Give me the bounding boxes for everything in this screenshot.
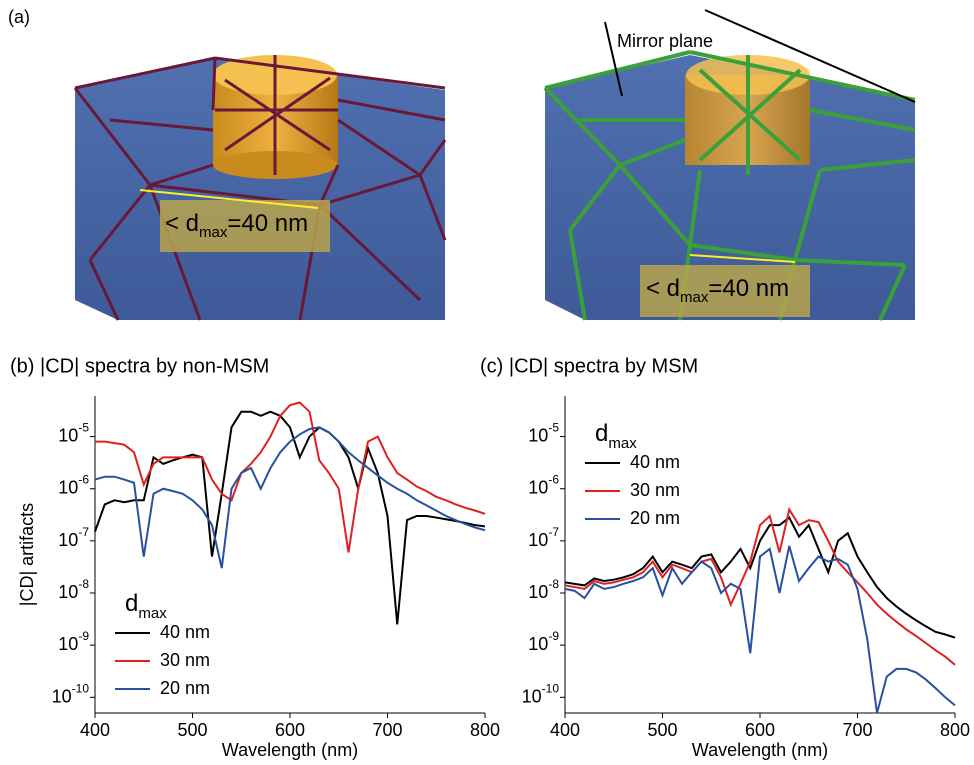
annotation-suffix: =40 nm — [227, 210, 308, 237]
y-tick-base: 10 — [58, 477, 78, 497]
x-tick-label: 500 — [647, 720, 677, 740]
legend-title-sub: max — [138, 605, 167, 622]
x-tick-label: 800 — [470, 720, 500, 740]
y-tick-label: 10-7 — [58, 525, 89, 550]
x-tick-label: 700 — [372, 720, 402, 740]
y-tick-exponent: -5 — [78, 421, 89, 435]
y-tick-label: 10-6 — [58, 473, 89, 498]
y-tick-base: 10 — [528, 582, 548, 602]
y-tick-base: 10 — [528, 530, 548, 550]
slab — [75, 58, 445, 320]
annotation-subscript: max — [199, 224, 228, 241]
y-tick-base: 10 — [58, 425, 78, 445]
mesh — [73, 55, 447, 321]
y-tick-base: 10 — [528, 634, 548, 654]
y-tick-label: 10-8 — [528, 577, 559, 602]
legend-label: 40 nm — [160, 622, 210, 642]
annotation-box — [640, 265, 810, 317]
x-axis-label: Wavelength (nm) — [222, 740, 358, 760]
series-line — [94, 410, 486, 625]
x-axis-label: Wavelength (nm) — [692, 740, 828, 760]
annotation: < dmax=40 nm — [646, 275, 789, 306]
legend-label: 20 nm — [630, 508, 680, 528]
series-line — [95, 401, 486, 553]
y-tick-exponent: -8 — [548, 577, 559, 591]
mirror-plane-label: Mirror plane — [617, 31, 713, 51]
series-line — [94, 426, 486, 569]
legend-title-main: d — [595, 420, 608, 447]
panel-label: (a) — [8, 7, 30, 27]
arrow — [139, 189, 319, 209]
y-tick-exponent: -9 — [78, 629, 89, 643]
legend-title-sub: max — [608, 435, 637, 452]
x-tick-label: 700 — [842, 720, 872, 740]
annotation-prefix: < d — [165, 210, 199, 237]
y-tick-label: 10-9 — [528, 629, 559, 654]
y-tick-label: 10-5 — [58, 421, 89, 446]
annotation-box — [160, 200, 330, 252]
y-tick-exponent: -7 — [78, 525, 89, 539]
y-tick-label: 10-7 — [528, 525, 559, 550]
annotation-subscript: max — [680, 289, 709, 306]
mesh — [543, 50, 916, 321]
y-tick-label: 10-6 — [528, 473, 559, 498]
y-tick-exponent: -10 — [542, 681, 560, 695]
y-tick-base: 10 — [58, 634, 78, 654]
legend-label: 30 nm — [160, 650, 210, 670]
x-tick-label: 400 — [550, 720, 580, 740]
annotation-suffix: =40 nm — [708, 275, 789, 302]
x-tick-label: 600 — [275, 720, 305, 740]
y-tick-exponent: -6 — [78, 473, 89, 487]
y-tick-base: 10 — [58, 530, 78, 550]
mirror-line — [604, 21, 623, 97]
right-render: Mirror plane < dmax=40 nm — [543, 9, 916, 321]
x-tick-label: 800 — [940, 720, 970, 740]
y-tick-exponent: -7 — [548, 525, 559, 539]
y-tick-exponent: -6 — [548, 473, 559, 487]
y-tick-base: 10 — [528, 477, 548, 497]
y-axis-label: |CD| artifacts — [17, 503, 37, 606]
annotation: < dmax=40 nm — [165, 210, 308, 241]
y-tick-base: 10 — [58, 582, 78, 602]
series-line — [564, 506, 956, 666]
series-line — [564, 545, 956, 714]
left-render: < dmax=40 nm — [73, 55, 447, 321]
y-tick-exponent: -9 — [548, 629, 559, 643]
y-tick-label: 10-9 — [58, 629, 89, 654]
annotation-prefix: < d — [646, 275, 680, 302]
y-tick-label: 10-10 — [522, 681, 560, 706]
y-tick-exponent: -8 — [78, 577, 89, 591]
legend-label: 30 nm — [630, 480, 680, 500]
arrow — [689, 254, 796, 263]
y-tick-exponent: -10 — [72, 681, 90, 695]
y-tick-base: 10 — [528, 425, 548, 445]
legend-title: dmax — [595, 420, 637, 452]
chart-title: (b) |CD| spectra by non-MSM — [10, 355, 269, 377]
x-tick-label: 600 — [745, 720, 775, 740]
legend-label: 40 nm — [630, 452, 680, 472]
series-line — [564, 516, 956, 639]
chart-title: (c) |CD| spectra by MSM — [480, 355, 698, 377]
legend-title: dmax — [125, 590, 167, 622]
x-tick-label: 400 — [80, 720, 110, 740]
legend-label: 20 nm — [160, 678, 210, 698]
legend-title-main: d — [125, 590, 138, 617]
y-tick-base: 10 — [522, 686, 542, 706]
x-tick-label: 500 — [177, 720, 207, 740]
y-tick-exponent: -5 — [548, 421, 559, 435]
y-tick-label: 10-8 — [58, 577, 89, 602]
mirror-line — [704, 9, 916, 103]
y-tick-label: 10-5 — [528, 421, 559, 446]
y-tick-base: 10 — [52, 686, 72, 706]
y-tick-label: 10-10 — [52, 681, 90, 706]
